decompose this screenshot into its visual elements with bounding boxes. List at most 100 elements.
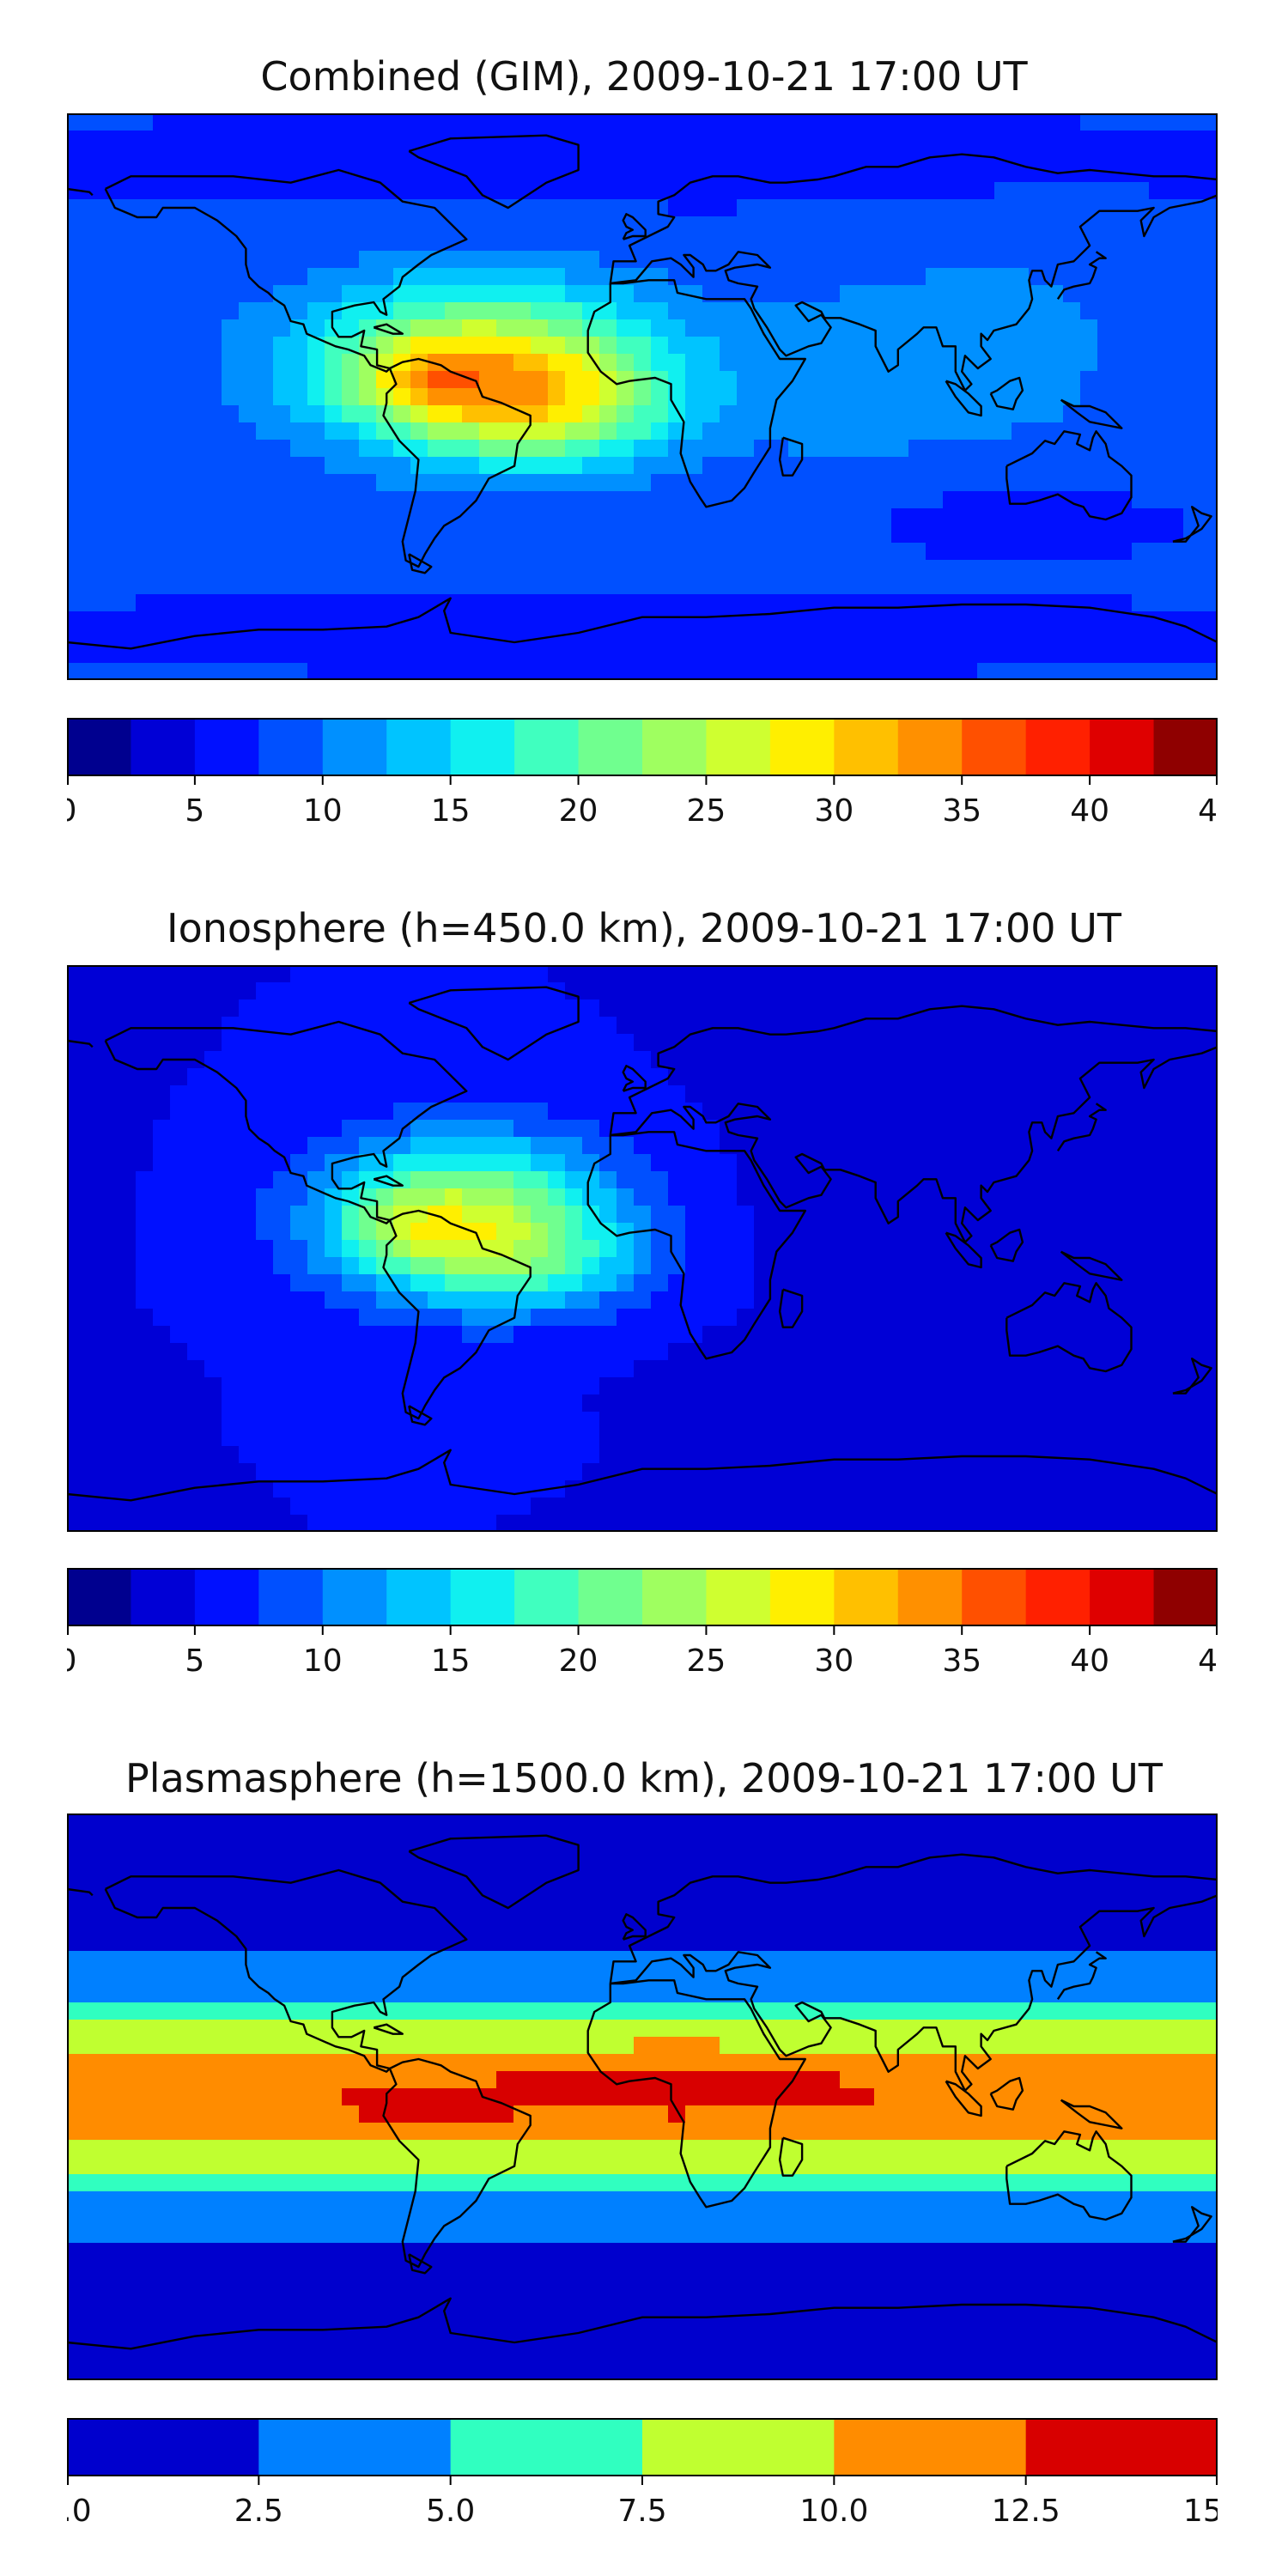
heatmap-cell <box>222 577 240 595</box>
heatmap-cell <box>67 113 85 131</box>
heatmap-cell <box>204 1446 222 1464</box>
heatmap-cell <box>376 1326 394 1344</box>
heatmap-cell <box>393 1882 411 1900</box>
heatmap-cell <box>479 1429 497 1447</box>
heatmap-cell <box>771 1917 789 1935</box>
heatmap-cell <box>840 1326 858 1344</box>
heatmap-cell <box>565 405 583 423</box>
heatmap-cell <box>874 113 892 131</box>
heatmap-cell <box>136 234 154 252</box>
heatmap-cell <box>239 422 257 440</box>
heatmap-cell <box>256 285 274 303</box>
heatmap-cell <box>101 1480 119 1498</box>
heatmap-cell <box>1063 1480 1081 1498</box>
heatmap-cell <box>239 1240 257 1258</box>
heatmap-cell <box>1097 113 1115 131</box>
heatmap-cell <box>531 1051 549 1069</box>
heatmap-cell <box>1149 251 1167 269</box>
heatmap-cell <box>462 1498 480 1516</box>
heatmap-cell <box>874 594 892 612</box>
heatmap-cell <box>136 285 154 303</box>
heatmap-cell <box>1029 405 1047 423</box>
heatmap-cell <box>771 1394 789 1413</box>
heatmap-cell <box>256 1498 274 1516</box>
heatmap-cell <box>1149 1257 1167 1275</box>
heatmap-cell <box>84 1463 102 1481</box>
heatmap-cell <box>84 982 102 1000</box>
heatmap-cell <box>153 337 171 355</box>
heatmap-cell <box>891 165 909 183</box>
heatmap-cell <box>1149 663 1167 680</box>
heatmap-cell <box>977 405 995 423</box>
heatmap-cell <box>651 491 669 509</box>
heatmap-cell <box>153 1360 171 1378</box>
heatmap-cell <box>204 611 222 629</box>
heatmap-cell <box>943 1377 961 1395</box>
heatmap-cell <box>118 1017 137 1035</box>
heatmap-cell <box>1063 982 1081 1000</box>
heatmap-cell <box>891 1051 909 1069</box>
heatmap-cell <box>359 1051 377 1069</box>
heatmap-cell <box>1012 1051 1030 1069</box>
heatmap-cell <box>325 1831 343 1849</box>
heatmap-cell <box>84 1446 102 1464</box>
heatmap-cell <box>668 1429 686 1447</box>
heatmap-cell <box>702 388 720 406</box>
heatmap-cell <box>857 1498 875 1516</box>
heatmap-cell <box>273 1274 291 1292</box>
heatmap-cell <box>84 646 102 664</box>
heatmap-cell <box>222 131 240 149</box>
heatmap-cell <box>204 182 222 200</box>
heatmap-cell <box>685 1068 703 1086</box>
heatmap-cell <box>565 1326 583 1344</box>
heatmap-cell <box>256 1463 274 1481</box>
heatmap-cell <box>1132 491 1150 509</box>
heatmap-cell <box>702 1103 720 1121</box>
heatmap-cell <box>685 594 703 612</box>
heatmap-cell <box>634 1103 652 1121</box>
heatmap-cell <box>754 457 772 475</box>
heatmap-cell <box>67 1137 85 1155</box>
heatmap-cell <box>359 982 377 1000</box>
heatmap-cell <box>805 182 823 200</box>
heatmap-cell <box>651 113 669 131</box>
heatmap-cell <box>857 1515 875 1532</box>
heatmap-cell <box>1012 1848 1030 1866</box>
heatmap-cell <box>977 543 995 561</box>
heatmap-cell <box>943 216 961 234</box>
heatmap-cell <box>359 1274 377 1292</box>
heatmap-cell <box>1200 440 1218 458</box>
heatmap-cell <box>720 388 738 406</box>
heatmap-cell <box>737 1309 755 1327</box>
heatmap-cell <box>1046 982 1064 1000</box>
heatmap-cell <box>1166 1848 1184 1866</box>
heatmap-cell <box>840 440 858 458</box>
heatmap-cell <box>977 268 995 286</box>
heatmap-cell <box>1149 354 1167 372</box>
heatmap-cell <box>187 268 205 286</box>
heatmap-cell <box>823 268 841 286</box>
heatmap-cell <box>513 543 532 561</box>
heatmap-cell <box>307 1223 325 1241</box>
heatmap-cell <box>136 337 154 355</box>
heatmap-cell <box>136 1498 154 1516</box>
heatmap-cell <box>445 1377 463 1395</box>
heatmap-cell <box>720 526 738 544</box>
heatmap-cell <box>926 1814 944 1832</box>
heatmap-cell <box>960 1480 978 1498</box>
heatmap-cell <box>994 182 1012 200</box>
heatmap-cell <box>462 594 480 612</box>
heatmap-cell <box>805 560 823 578</box>
heatmap-cell <box>222 1137 240 1155</box>
heatmap-cell <box>1132 1309 1150 1327</box>
heatmap-cell <box>445 1051 463 1069</box>
heatmap-cell <box>960 663 978 680</box>
heatmap-cell <box>1149 543 1167 561</box>
heatmap-cell <box>720 1429 738 1447</box>
heatmap-cell <box>617 1394 635 1413</box>
heatmap-cell <box>788 1326 806 1344</box>
heatmap-cell <box>204 1480 222 1498</box>
heatmap-cell <box>496 1017 514 1035</box>
heatmap-cell <box>325 1068 343 1086</box>
heatmap-cell <box>994 1515 1012 1532</box>
